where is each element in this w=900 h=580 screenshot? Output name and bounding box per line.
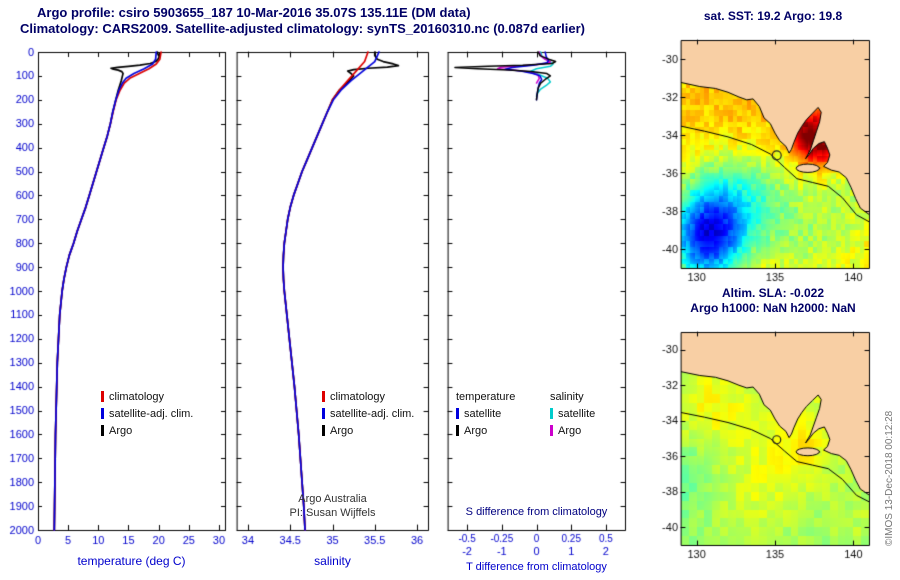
- legend-difference-salinity-column: salinity satellite Argo: [550, 388, 595, 439]
- legend-marker: [101, 425, 104, 436]
- legend-difference-temperature-column: temperature satellite Argo: [456, 388, 550, 439]
- legend-header-label: salinity: [550, 390, 584, 403]
- legend-marker: [101, 408, 104, 419]
- page-subtitle: Climatology: CARS2009. Satellite-adjuste…: [20, 21, 585, 36]
- legend-item: Argo: [101, 422, 193, 439]
- legend-header: salinity: [550, 388, 595, 405]
- legend-item: climatology: [322, 388, 414, 405]
- legend-label: climatology: [330, 390, 386, 403]
- legend-item: Argo: [322, 422, 414, 439]
- t-difference-axis-label: T difference from climatology: [466, 561, 607, 573]
- legend-item: satellite-adj. clim.: [322, 405, 414, 422]
- legend-label: satellite: [558, 407, 596, 420]
- legend-item: satellite: [550, 405, 595, 422]
- legend-marker: [550, 425, 553, 436]
- legend-item: climatology: [101, 388, 193, 405]
- salinity-axis-label: salinity: [314, 554, 351, 568]
- legend-label: satellite-adj. clim.: [109, 407, 194, 420]
- legend-marker: [322, 408, 325, 419]
- page-title: Argo profile: csiro 5903655_187 10-Mar-2…: [37, 5, 471, 20]
- sat-sst-label: sat. SST: 19.2 Argo: 19.8: [703, 9, 843, 23]
- argo-australia-note: Argo Australia: [298, 493, 367, 505]
- legend-label: Argo: [464, 424, 488, 437]
- legend-marker: [456, 408, 459, 419]
- argo-heights-label: Argo h1000: NaN h2000: NaN: [690, 301, 856, 315]
- legend-difference-panel: temperature satellite Argo salinity satelli…: [456, 388, 595, 439]
- legend-header-label: temperature: [456, 390, 516, 403]
- legend-item: satellite-adj. clim.: [101, 405, 193, 422]
- legend-label: Argo: [330, 424, 354, 437]
- altim-sla-label: Altim. SLA: -0.022: [721, 286, 825, 300]
- legend-marker: [101, 391, 104, 402]
- legend-label: satellite: [464, 407, 502, 420]
- pi-note: PI: Susan Wijffels: [289, 507, 376, 519]
- legend-item: Argo: [550, 422, 595, 439]
- legend-marker: [550, 408, 553, 419]
- legend-label: satellite-adj. clim.: [330, 407, 415, 420]
- legend-temperature-panel: climatology satellite-adj. clim. Argo: [101, 388, 193, 439]
- legend-label: Argo: [558, 424, 582, 437]
- imos-credit: ©IMOS 13-Dec-2018 00:12:28: [884, 410, 895, 546]
- legend-item: satellite: [456, 405, 550, 422]
- legend-marker: [322, 425, 325, 436]
- legend-marker: [456, 425, 459, 436]
- legend-salinity-panel: climatology satellite-adj. clim. Argo: [322, 388, 414, 439]
- legend-header: temperature: [456, 388, 550, 405]
- s-difference-note: S difference from climatology: [465, 506, 608, 518]
- legend-label: Argo: [109, 424, 133, 437]
- legend-item: Argo: [456, 422, 550, 439]
- legend-label: climatology: [109, 390, 165, 403]
- legend-marker: [322, 391, 325, 402]
- temperature-axis-label: temperature (deg C): [77, 554, 186, 568]
